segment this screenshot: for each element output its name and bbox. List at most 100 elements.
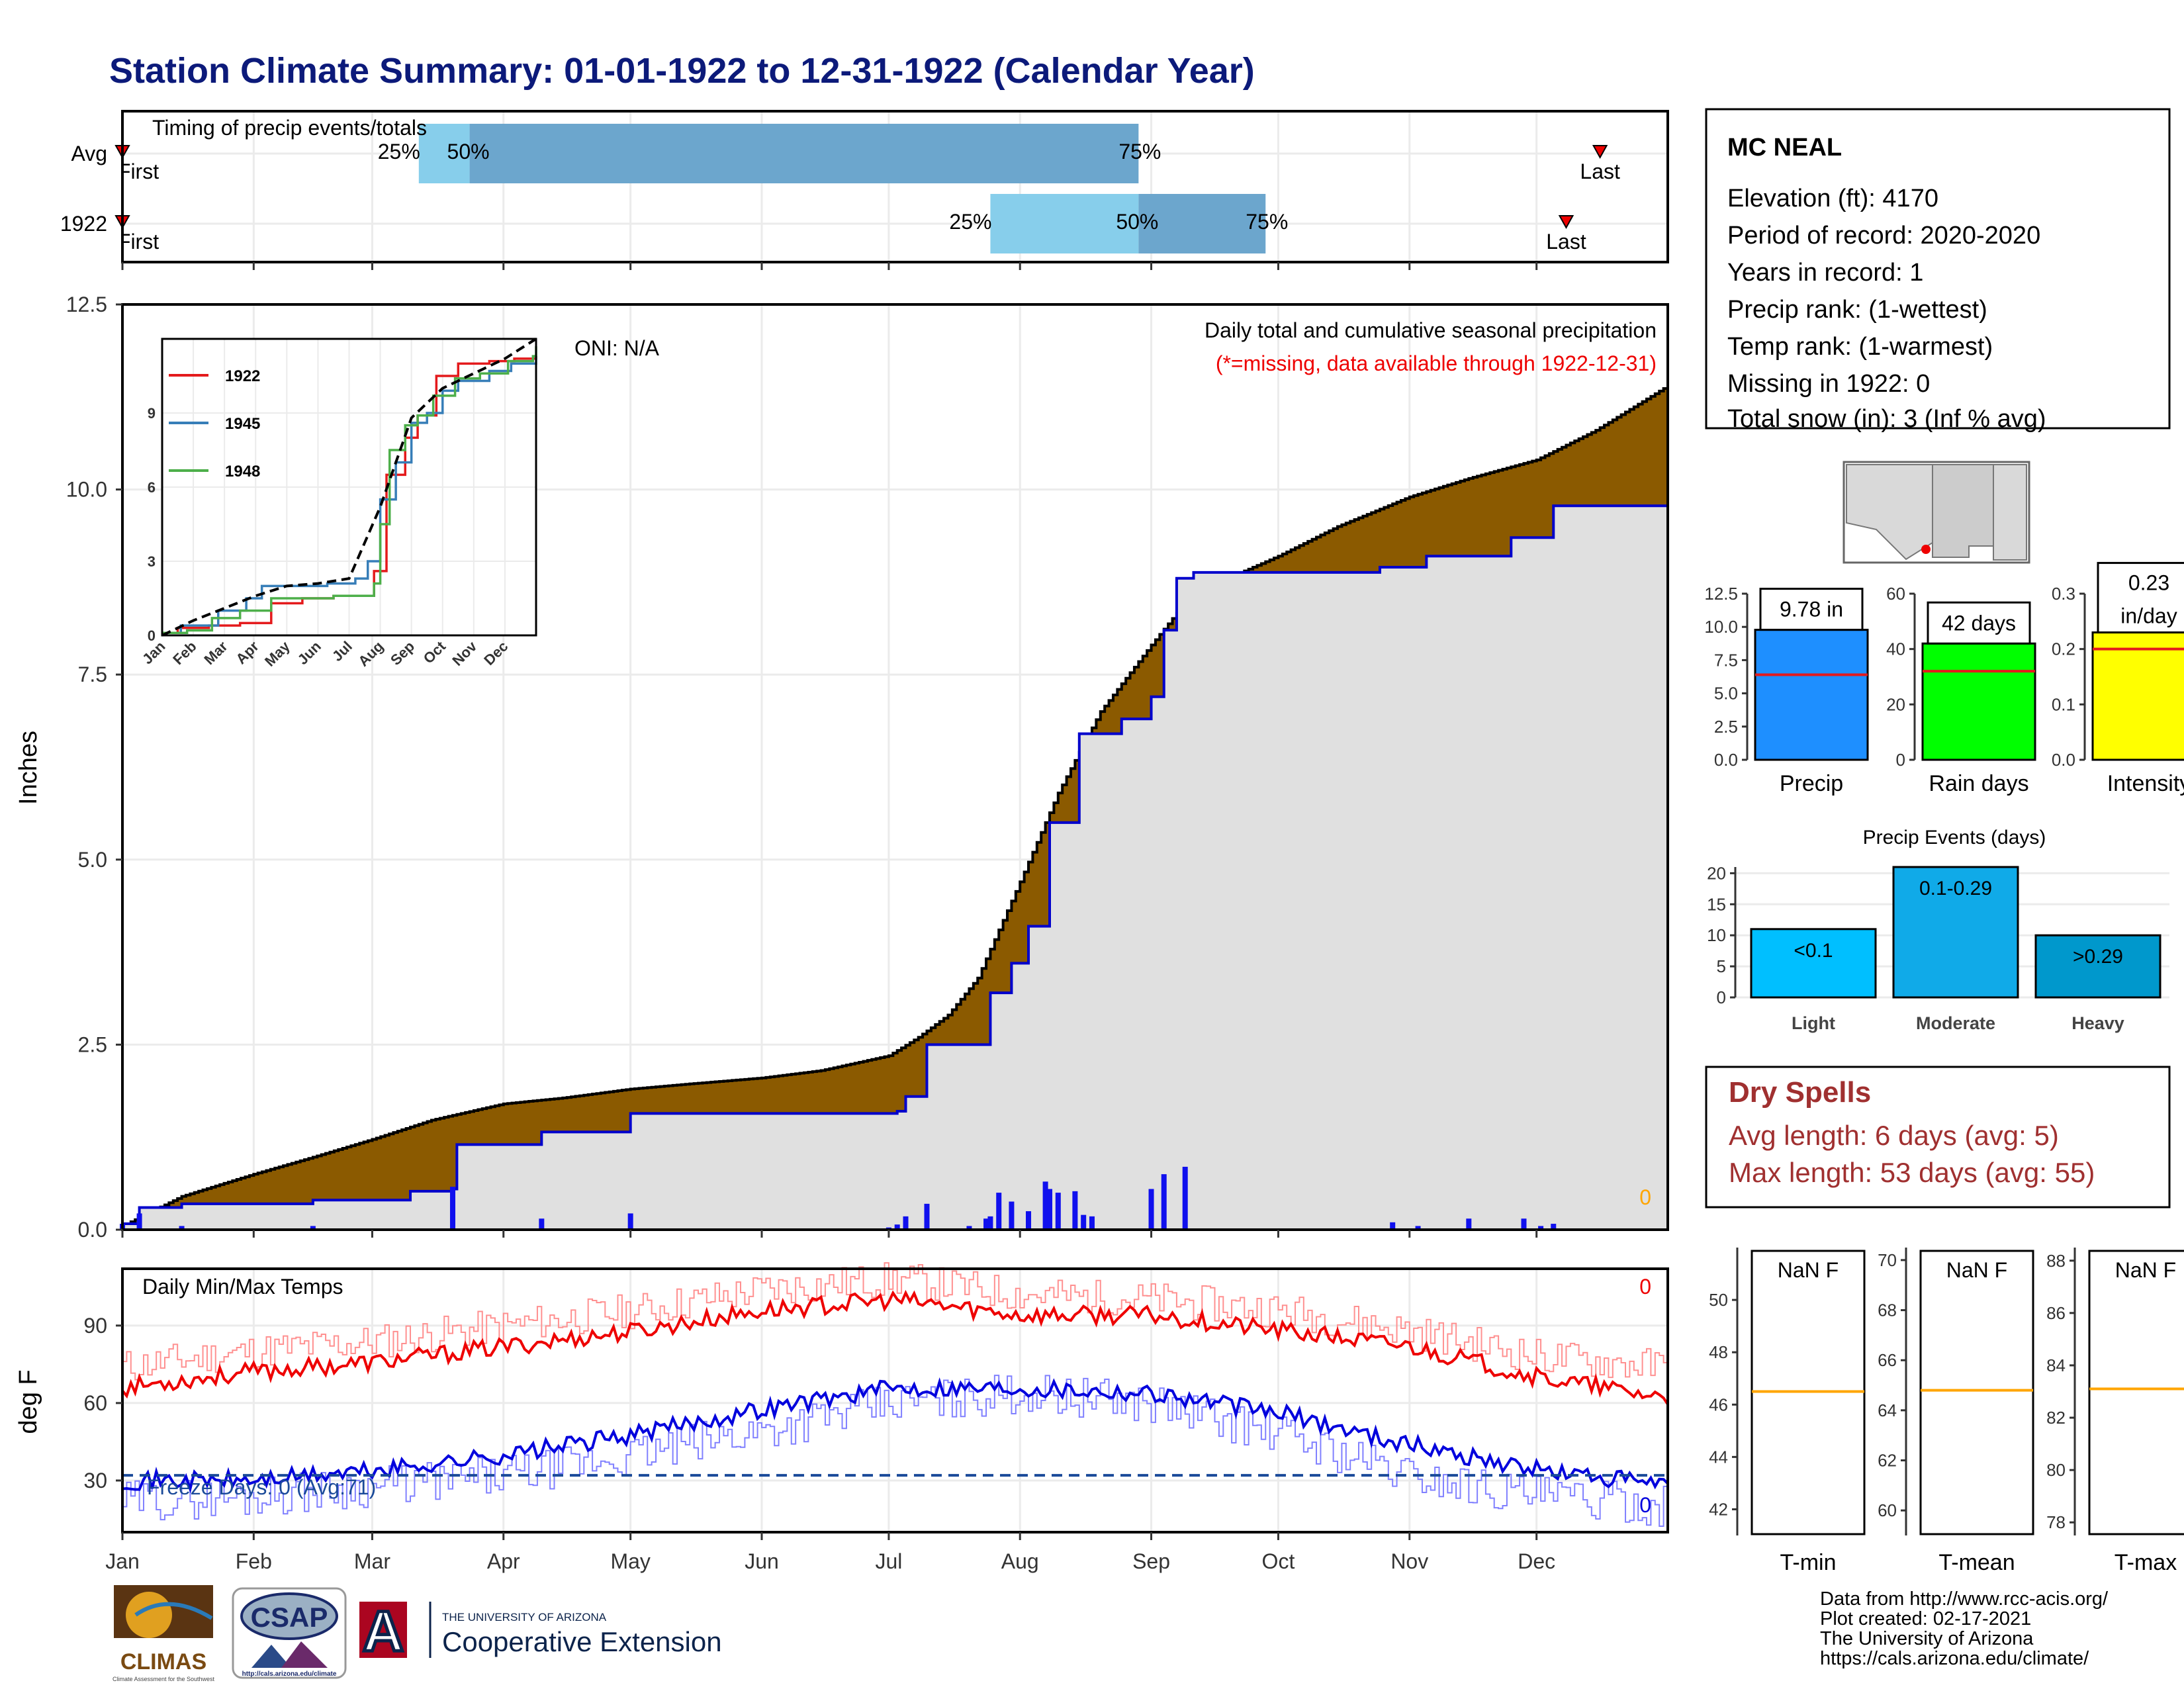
svg-text:Cooperative Extension: Cooperative Extension [442,1626,722,1657]
main-caption: Daily total and cumulative seasonal prec… [1205,318,1657,342]
inset-legend-label: 1948 [225,463,260,480]
tpanel-value-label: NaN F [1778,1258,1839,1282]
inset-legend-label: 1922 [225,367,260,385]
daily-precip-bar [449,1187,455,1230]
daily-precip-bar [1009,1201,1015,1230]
event-category-label: Heavy [2071,1013,2124,1033]
station-location-marker [1921,545,1931,554]
timing-clip [109,159,121,185]
panel-value-label-box [2097,562,2184,634]
main-ytick-label: 12.5 [66,293,107,316]
event-category-label: Moderate [1916,1013,1995,1033]
daily-precip-bar [1415,1226,1421,1230]
panel-ytick-label: 20 [1886,694,1905,714]
tpanel-value-label: NaN F [1946,1258,2007,1282]
inset-ytick-label: 3 [148,553,156,570]
page-title: Station Climate Summary: 01-01-1922 to 1… [109,51,1255,91]
svg-text:A: A [363,1600,404,1663]
panel-ytick-label: 0.2 [2052,639,2075,659]
events-ytick-label: 20 [1707,863,1726,883]
inset-frame [161,338,537,637]
small-bar-panel: 0.0 2.5 5.0 7.5 10.0 12.5 9.78 in Precip [1704,584,1869,796]
daily-precip-bar [1148,1189,1154,1230]
tpanel-ytick-label: 60 [1878,1500,1897,1520]
inset-series-line [162,346,537,635]
main-ytick-label: 10.0 [66,478,107,502]
dry-spells-avg: Avg length: 6 days (avg: 5) [1729,1120,2059,1151]
month-label: Jun [745,1549,779,1573]
daily-precip-bar [1551,1224,1557,1230]
tmax-observed-line [121,1289,1669,1405]
tmin-observed-line [122,1377,1669,1494]
main-ytick-label: 5.0 [78,848,107,872]
station-name: MC NEAL [1727,134,1842,161]
daily-precip-bar [1089,1216,1095,1230]
daily-precip-bar [1055,1193,1061,1230]
tpanel-ytick-label: 50 [1709,1290,1728,1310]
tpanel-ytick-label: 78 [2046,1512,2066,1532]
dry-spells-title: Dry Spells [1729,1076,1871,1109]
tmax-missing: 0 [1639,1275,1651,1299]
observed-cumulative-line [122,504,1668,1226]
event-bar [1750,928,1877,999]
temp-ytick-label: 30 [83,1469,107,1492]
station-line: Missing in 1922: 0 [1727,370,1930,398]
events-ytick-label: 5 [1717,956,1726,976]
freeze-label: Freeze Days: 0 (Avg:71) [147,1475,376,1499]
panel-title: Rain days [1929,771,2028,796]
panel-ytick-label: 0.0 [2052,750,2075,770]
timing-title: Timing of precip events/totals [152,116,427,140]
main-ytick-label: 0.0 [78,1218,107,1242]
last-marker [1592,145,1608,160]
daily-precip-bar [966,1226,972,1230]
main-ytick-label: 2.5 [78,1032,107,1056]
event-bar-label: >0.29 [2073,946,2123,968]
inset-legend-label: 1945 [225,415,260,433]
daily-precip-bar [1026,1211,1032,1230]
tmax-normal-line [122,1262,1668,1384]
inset-ytick-label: 0 [148,627,156,644]
timing-bar-50-75 [469,124,1139,183]
station-line: Elevation (ft): 4170 [1727,185,1938,212]
daily-precip-bar [627,1213,633,1230]
tpanel-ytick-label: 48 [1709,1342,1728,1362]
first-label: First [118,160,159,183]
panel-value-bar [1754,629,1869,761]
month-label: Oct [1262,1549,1295,1573]
daily-precip-bar [136,1213,142,1230]
month-label: Jan [105,1549,140,1573]
events-ytick-label: 10 [1707,925,1726,945]
panel-value-label-box [1927,601,2031,645]
daily-precip-bar [1042,1181,1048,1230]
temp-ytick-label: 60 [83,1391,107,1415]
month-label: Mar [354,1549,390,1573]
events-title: Precip Events (days) [1863,827,2046,848]
panel-ytick-label: 2.5 [1714,717,1738,737]
month-label: May [610,1549,650,1573]
tpanel-ytick-label: 88 [2046,1251,2066,1271]
timing-p25-label: 25% [378,140,420,163]
timing-bar-25-50 [418,124,470,183]
event-category-label: Light [1792,1013,1835,1033]
event-bar-label: <0.1 [1794,940,1833,962]
svg-text:CLIMAS: CLIMAS [120,1649,206,1674]
missing-count: 0 [1639,1185,1651,1209]
daily-precip-bar [1538,1226,1544,1230]
first-label: First [118,230,159,253]
svg-text:Climate Assessment for the Sou: Climate Assessment for the Southwest [113,1676,215,1682]
temperature-chart: 30 60 90 deg F Daily Min/Max Temps 0 0 Fre… [15,1262,1669,1533]
event-bar [1892,866,2019,999]
panel-ytick-label: 0.1 [2052,694,2075,714]
ua-cooperative-extension-logo: A THE UNIVERSITY OF ARIZONA Cooperative … [359,1598,722,1665]
footer-line: Plot created: 02-17-2021 [1820,1608,2031,1629]
daily-precip-bar [179,1226,185,1230]
temp-normal-panel: 78 80 82 84 86 88 NaN F T-max [2046,1248,2184,1575]
main-ytick-label: 7.5 [78,663,107,686]
tpanel-ytick-label: 84 [2046,1355,2066,1375]
panel-value-label: 9.78 in [1780,598,1843,621]
timing-bar-25-50 [990,194,1139,253]
tpanel-box [1919,1250,2034,1535]
tpanel-ytick-label: 68 [1878,1301,1897,1320]
daily-precip-bar [924,1203,930,1230]
